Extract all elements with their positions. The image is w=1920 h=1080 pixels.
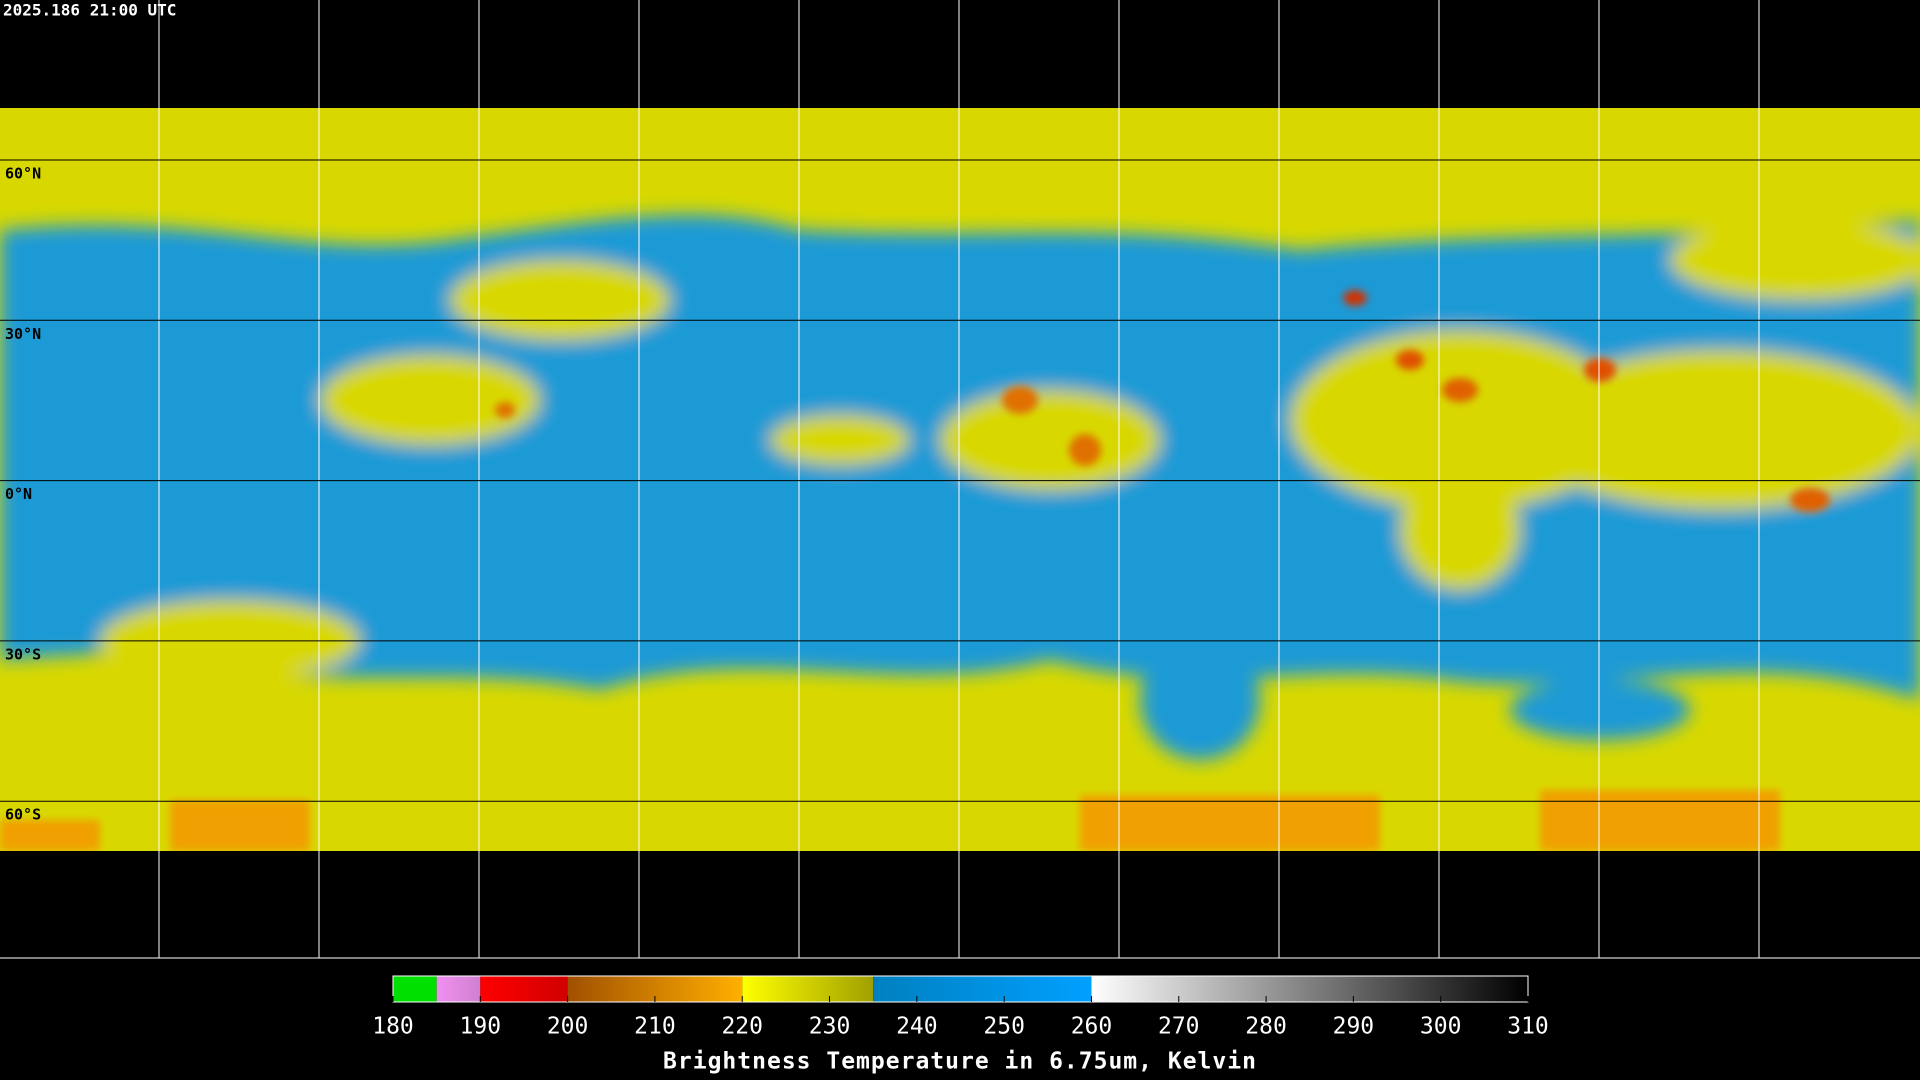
colorbar-tick-label: 300: [1420, 1014, 1462, 1040]
colorbar-segment: [873, 976, 1092, 1002]
colorbar-tick-label: 220: [721, 1014, 763, 1040]
latitude-label: 30°N: [5, 325, 41, 343]
latitude-label: 60°S: [5, 806, 41, 824]
colorbar-tick-label: 270: [1158, 1014, 1200, 1040]
colorbar-segment: [742, 976, 874, 1002]
latitude-label: 0°N: [5, 485, 32, 503]
colorbar-segment: [1091, 976, 1528, 1002]
colorbar-title: Brightness Temperature in 6.75um, Kelvin: [663, 1049, 1257, 1075]
colorbar-segment: [393, 976, 437, 1002]
colorbar-frame: [392, 975, 1529, 1003]
graticule: 60°N 30°N 0°N 30°S 60°S: [0, 0, 1920, 959]
colorbar-segment: [480, 976, 568, 1002]
colorbar-tick-label: 210: [634, 1014, 676, 1040]
colorbar-tick-label: 190: [460, 1014, 502, 1040]
timestamp: 2025.186 21:00 UTC: [3, 1, 176, 20]
colorbar-tick-label: 230: [809, 1014, 851, 1040]
latitude-label: 30°S: [5, 645, 41, 663]
latitude-label: 60°N: [5, 165, 41, 183]
colorbar-segment: [436, 976, 481, 1002]
colorbar-tick-label: 290: [1333, 1014, 1375, 1040]
water-vapor-imagery: [0, 108, 1920, 851]
colorbar-tick-label: 240: [896, 1014, 938, 1040]
colorbar-tick-label: 280: [1245, 1014, 1287, 1040]
colorbar-tick-label: 310: [1507, 1014, 1549, 1040]
colorbar-tick-label: 200: [547, 1014, 589, 1040]
colorbar-tick-label: 180: [372, 1014, 414, 1040]
colorbar-tick-label: 260: [1071, 1014, 1113, 1040]
colorbar: 180 190 200 210 220 230 240 250 260 270 280 290 300 3…: [372, 975, 1549, 1075]
colorbar-tick-label: 250: [983, 1014, 1025, 1040]
